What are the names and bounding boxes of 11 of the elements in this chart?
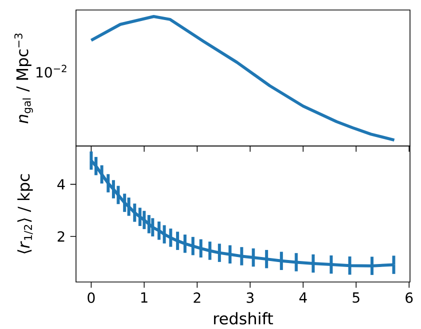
x-tick-label: 1 [141, 292, 148, 303]
x-axis-title: redshift [214, 312, 274, 325]
text: 10$^{−2}$ [36, 64, 66, 78]
x-tick-label: 3 [246, 292, 254, 303]
x-tick-label: 0 [88, 292, 95, 303]
x-tick-label: 5 [352, 292, 360, 303]
y-axis-title: ⟨r$_{1/2}$⟩ / kpc [17, 174, 33, 254]
y-axis-title: n$_{gal}$ / Mpc$^{−3}$ [14, 34, 33, 124]
x-tick-label: 4 [299, 292, 307, 303]
x-tick-label: 2 [194, 292, 200, 303]
x-tick-label: 6 [406, 292, 413, 303]
